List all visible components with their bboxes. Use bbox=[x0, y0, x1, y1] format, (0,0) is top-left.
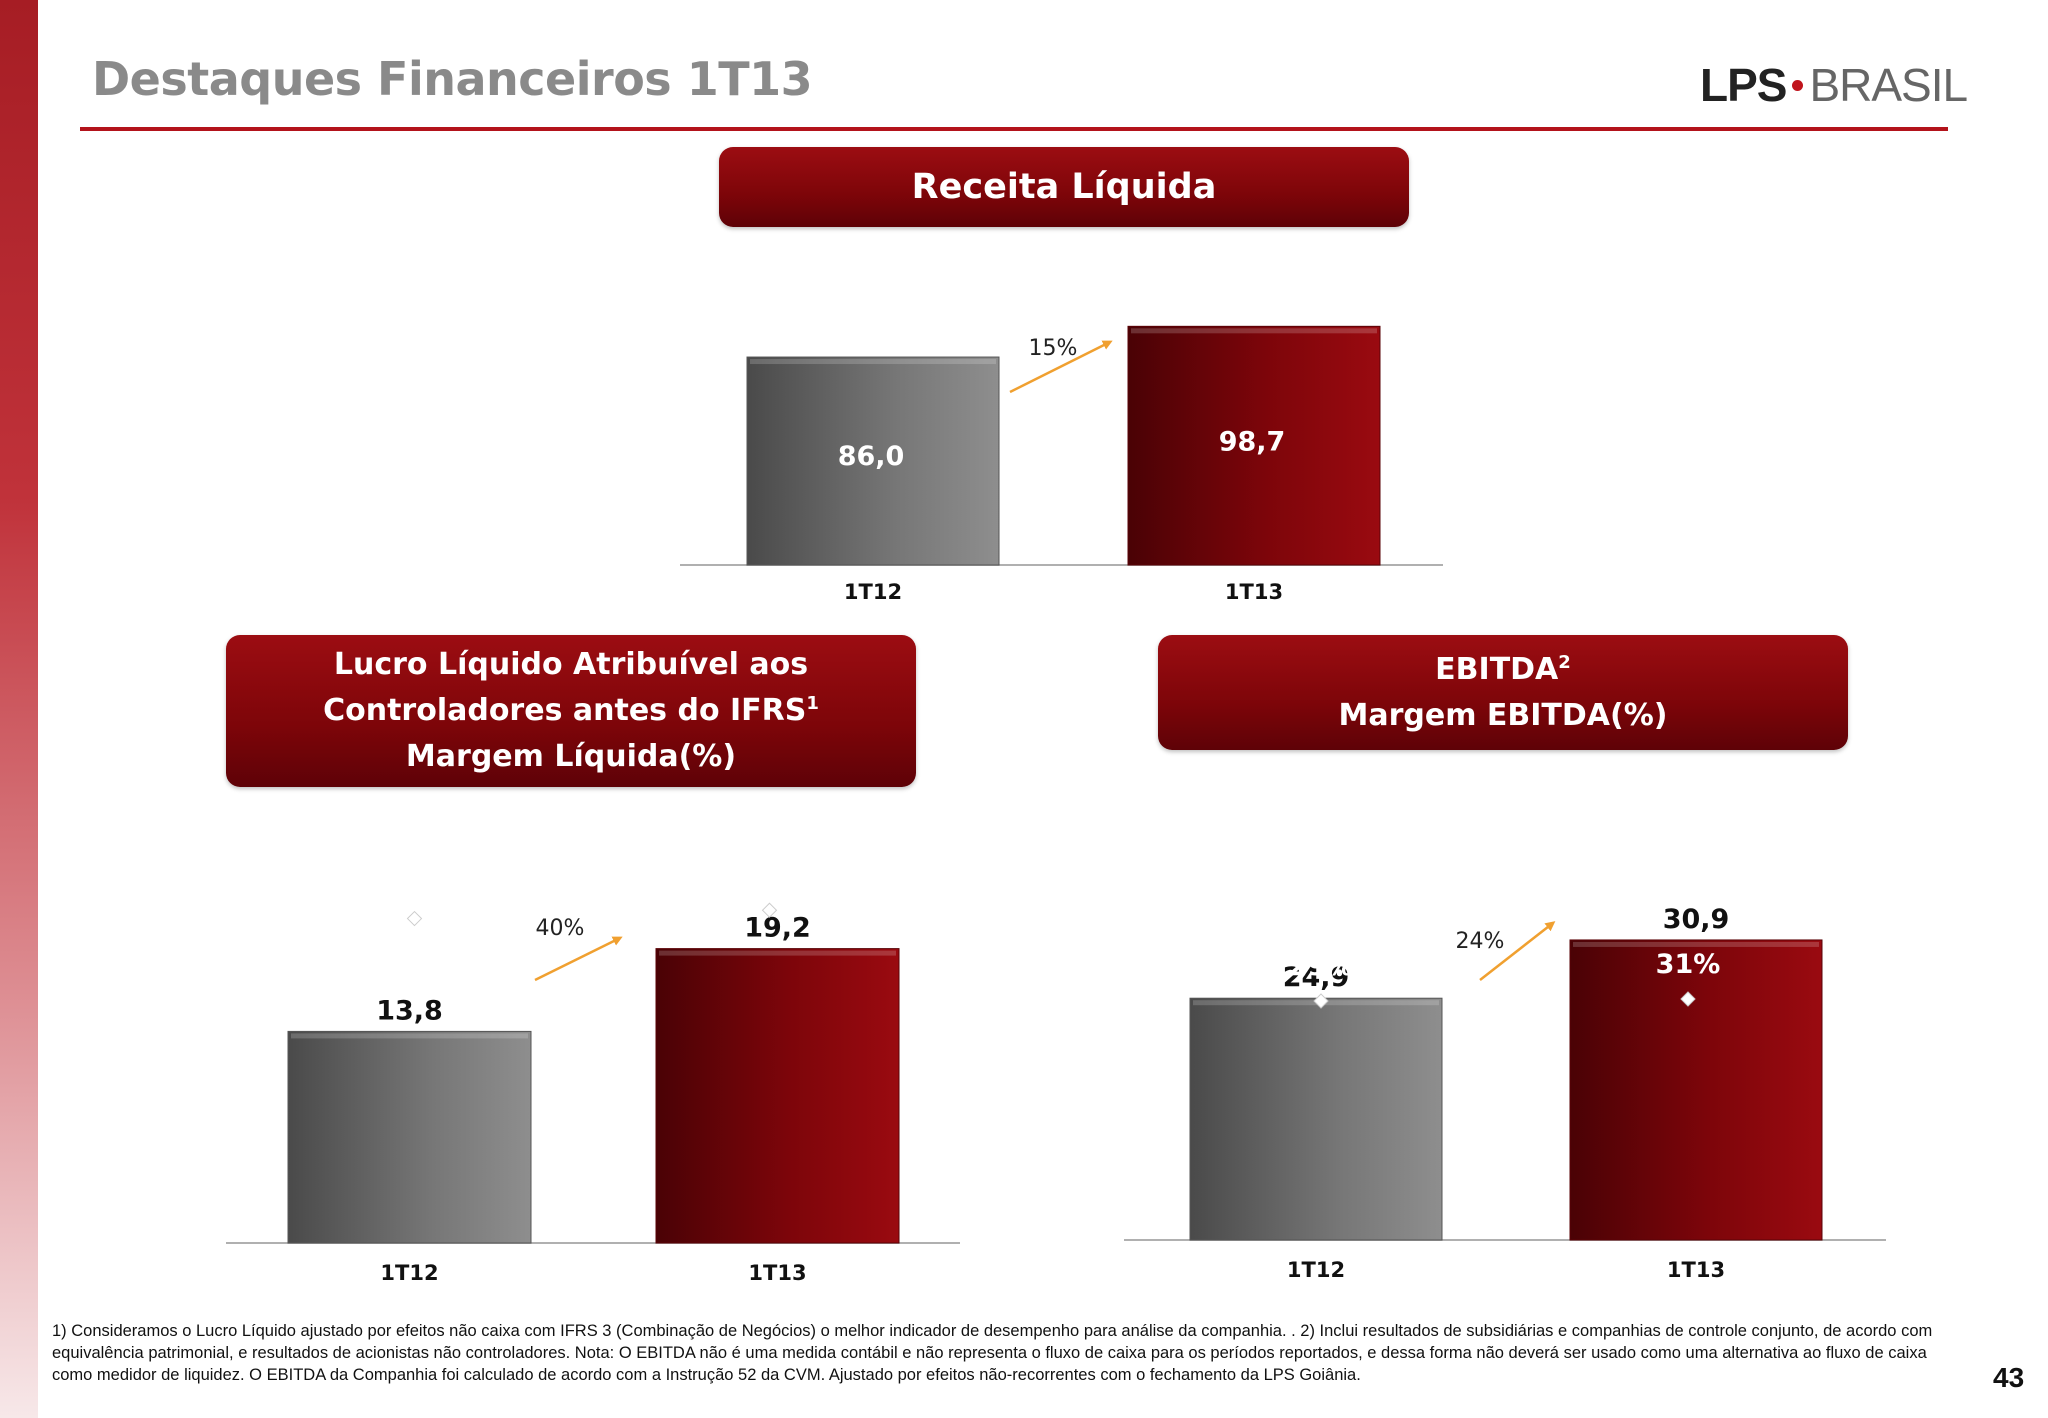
margin-marker bbox=[1680, 991, 1696, 1007]
margin-marker bbox=[761, 902, 778, 918]
tick-label: 1T12 bbox=[380, 1261, 438, 1285]
data-label: 30,9 bbox=[1663, 904, 1730, 935]
footnote: 1) Consideramos o Lucro Líquido ajustado… bbox=[52, 1322, 1933, 1384]
footnote-ref: 2 bbox=[1558, 651, 1571, 673]
bar-1t12 bbox=[287, 1030, 532, 1244]
logo-dot bbox=[1792, 80, 1804, 91]
margin-marker bbox=[406, 910, 423, 927]
bar-1t12 bbox=[1189, 997, 1443, 1241]
bar-highlight bbox=[659, 950, 896, 956]
panel-header-line: Margem Líquida(%) bbox=[405, 739, 737, 774]
title-underline bbox=[80, 127, 1948, 131]
panel-header-line: Receita Líquida bbox=[911, 167, 1217, 207]
data-label: 19,2 bbox=[744, 913, 811, 944]
margin-marker bbox=[1313, 993, 1329, 1009]
side-color-band bbox=[0, 0, 38, 1418]
footnote-ref: 1 bbox=[806, 693, 819, 714]
margin-label: 16% bbox=[382, 869, 447, 900]
growth-label: 40% bbox=[536, 916, 585, 941]
bar-1t13 bbox=[655, 948, 900, 1244]
panel-header-ebitda: EBITDA2 Margem EBITDA(%) bbox=[1158, 635, 1848, 750]
growth-arrow bbox=[1009, 340, 1113, 394]
growth-arrow bbox=[1479, 921, 1556, 981]
data-label: 98,7 bbox=[1219, 426, 1286, 457]
margin-label: 19% bbox=[737, 860, 802, 891]
bar-highlight bbox=[1573, 941, 1819, 947]
growth-label: 15% bbox=[1029, 336, 1078, 361]
page-number: 43 bbox=[1993, 1362, 2025, 1393]
bar-highlight bbox=[1131, 328, 1377, 334]
tick-label: 1T12 bbox=[844, 580, 902, 604]
data-label: 24,9 bbox=[1283, 962, 1350, 993]
bar-1t12 bbox=[746, 356, 1000, 566]
bar-highlight bbox=[291, 1033, 528, 1039]
tick-label: 1T13 bbox=[748, 1261, 806, 1285]
growth-label: 24% bbox=[1456, 929, 1505, 954]
page-title: Destaques Financeiros 1T13 bbox=[92, 52, 813, 106]
panel-header-receita: Receita Líquida bbox=[719, 147, 1409, 227]
bar-1t13 bbox=[1127, 325, 1381, 566]
growth-arrow bbox=[534, 936, 623, 982]
data-label: 13,8 bbox=[376, 995, 443, 1026]
company-logo: LPS BRASIL bbox=[1700, 58, 1968, 112]
bar-1t13 bbox=[1569, 939, 1823, 1241]
margin-label: 31% bbox=[1656, 949, 1721, 980]
bar-highlight bbox=[750, 359, 996, 365]
data-label: 86,0 bbox=[838, 441, 905, 472]
panel-header-line: Lucro Líquido Atribuível aos bbox=[333, 647, 809, 682]
panel-header-line: Controladores antes do IFRS1 bbox=[323, 693, 819, 728]
tick-label: 1T12 bbox=[1287, 1258, 1345, 1282]
margin-label: 29% bbox=[1289, 951, 1354, 982]
tick-label: 1T13 bbox=[1667, 1258, 1725, 1282]
panel-header-lucro: Lucro Líquido Atribuível aos Controladore… bbox=[226, 635, 916, 787]
panel-header-line: Margem EBITDA(%) bbox=[1338, 697, 1668, 733]
logo-text-left: LPS bbox=[1700, 59, 1787, 111]
tick-label: 1T13 bbox=[1225, 580, 1283, 604]
panel-header-line: EBITDA2 bbox=[1435, 651, 1571, 687]
logo-text-right: BRASIL bbox=[1809, 59, 1968, 111]
